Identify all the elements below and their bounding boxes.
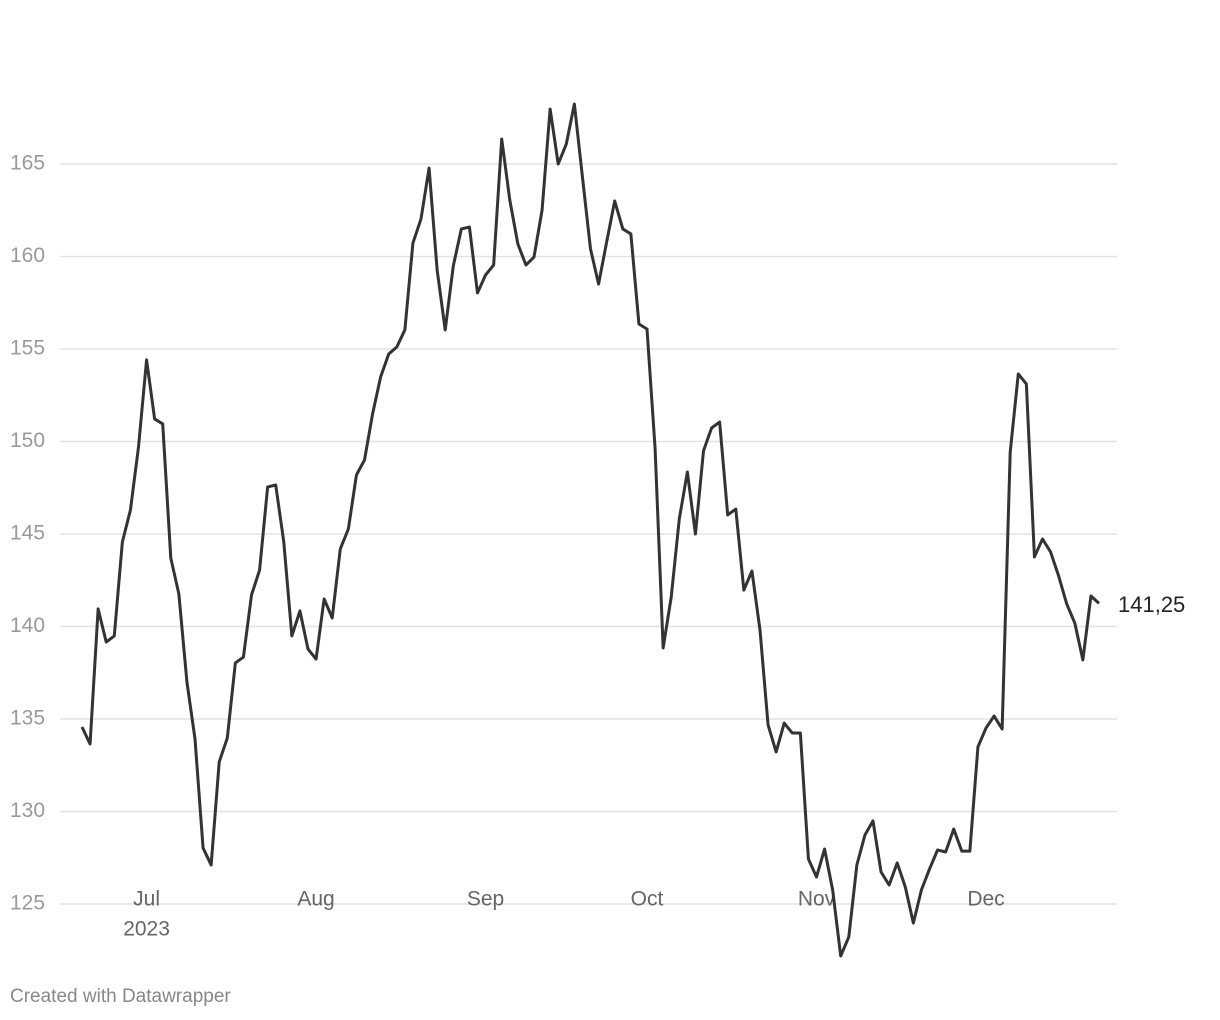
footer: Created with Datawrapper bbox=[10, 986, 231, 1007]
y-tick-label: 160 bbox=[10, 244, 45, 267]
y-tick-label: 125 bbox=[10, 892, 45, 915]
x-year-label: 2023 bbox=[123, 918, 170, 941]
y-tick-label: 155 bbox=[10, 337, 45, 360]
y-tick-label: 165 bbox=[10, 152, 45, 175]
x-tick-label: Dec bbox=[967, 888, 1004, 911]
x-tick-label: Aug bbox=[297, 888, 334, 911]
x-tick-label: Sep bbox=[467, 888, 504, 911]
x-tick-label: Nov bbox=[798, 888, 836, 911]
x-tick-label: Oct bbox=[631, 888, 664, 911]
y-tick-label: 140 bbox=[10, 614, 45, 637]
y-tick-label: 135 bbox=[10, 707, 45, 730]
y-tick-label: 145 bbox=[10, 522, 45, 545]
y-tick-label: 130 bbox=[10, 799, 45, 822]
x-tick-label: Jul bbox=[133, 888, 160, 911]
value-label: 141,25 bbox=[1118, 592, 1185, 617]
y-tick-label: 150 bbox=[10, 429, 45, 452]
line bbox=[80, 102, 1101, 958]
